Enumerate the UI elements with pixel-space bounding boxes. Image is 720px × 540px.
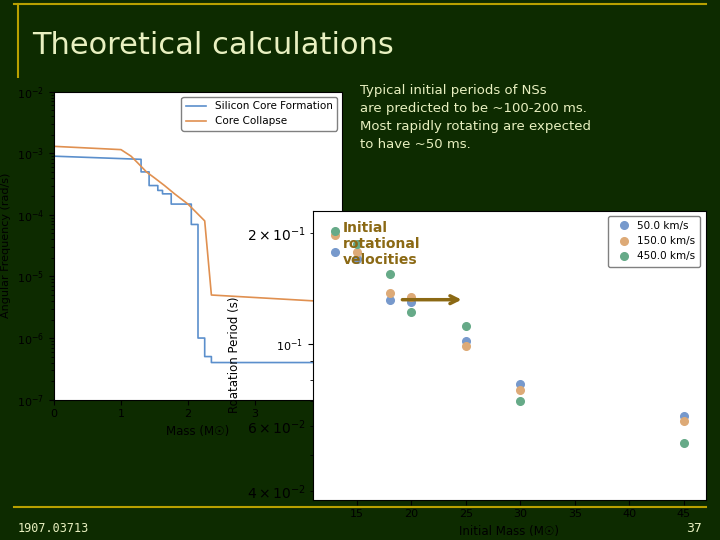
Silicon Core Formation [137,168,145,175]
Silicon Core Formation [145,168,153,175]
Core Collapse [184,201,192,207]
150.0 km/s [407,294,415,301]
Core Collapse [142,168,150,175]
Core Collapse [311,298,320,304]
Core Collapse [160,183,168,189]
Core Collapse [133,160,142,166]
50.0 km/s [680,413,688,419]
Line: Silicon Core Formation: Silicon Core Formation [54,156,342,400]
Text: Theoretical calculations: Theoretical calculations [32,31,394,60]
450.0 km/s [385,271,394,277]
Core Collapse [170,191,179,197]
Core Collapse [127,153,135,159]
X-axis label: Mass (M☉): Mass (M☉) [166,425,230,438]
Core Collapse [207,292,216,298]
Core Collapse [160,183,168,189]
450.0 km/s [516,398,525,404]
Core Collapse [142,168,150,175]
150.0 km/s [516,387,525,394]
Core Collapse [324,301,333,308]
Core Collapse [207,292,216,298]
450.0 km/s [680,440,688,447]
Text: Initial
rotational
velocities: Initial rotational velocities [343,221,420,267]
Silicon Core Formation [328,359,336,366]
50.0 km/s [385,296,394,303]
Core Collapse [324,301,333,308]
Line: 150.0 km/s: 150.0 km/s [331,232,688,425]
Core Collapse [127,153,135,159]
450.0 km/s [353,240,361,247]
150.0 km/s [680,418,688,424]
Core Collapse [133,160,142,166]
Core Collapse [311,298,320,304]
150.0 km/s [462,342,470,349]
450.0 km/s [462,323,470,329]
Silicon Core Formation [137,156,145,163]
Silicon Core Formation [158,191,167,197]
Line: 450.0 km/s: 450.0 km/s [331,227,688,447]
Core Collapse [150,174,159,181]
50.0 km/s [330,248,339,255]
Line: Core Collapse: Core Collapse [54,146,342,400]
Core Collapse [334,316,343,323]
Line: 50.0 km/s: 50.0 km/s [331,248,688,420]
Silicon Core Formation [153,183,162,189]
Silicon Core Formation [187,201,196,207]
Silicon Core Formation [200,353,209,360]
150.0 km/s [385,289,394,296]
Y-axis label: Angular Frequency (rad/s): Angular Frequency (rad/s) [1,173,12,319]
Silicon Core Formation [50,153,58,159]
Silicon Core Formation [153,187,162,194]
X-axis label: Initial Mass (M☉): Initial Mass (M☉) [459,525,559,538]
Silicon Core Formation [207,353,216,360]
Silicon Core Formation [158,187,167,194]
Core Collapse [170,191,179,197]
Core Collapse [117,146,125,153]
Silicon Core Formation [167,191,176,197]
Silicon Core Formation [194,221,202,228]
Text: 1907.03713: 1907.03713 [18,522,89,535]
Y-axis label: Roatation Period (s): Roatation Period (s) [228,297,241,413]
Legend: 50.0 km/s, 150.0 km/s, 450.0 km/s: 50.0 km/s, 150.0 km/s, 450.0 km/s [608,216,701,267]
450.0 km/s [407,309,415,315]
50.0 km/s [407,299,415,306]
Core Collapse [200,218,209,224]
50.0 km/s [516,381,525,387]
Core Collapse [334,316,343,323]
Core Collapse [150,174,159,181]
Silicon Core Formation [200,335,209,341]
Core Collapse [200,218,209,224]
Core Collapse [184,201,192,207]
150.0 km/s [353,248,361,255]
Silicon Core Formation [207,359,216,366]
150.0 km/s [330,232,339,239]
Silicon Core Formation [328,396,336,403]
Text: 37: 37 [686,522,702,535]
450.0 km/s [330,228,339,235]
Silicon Core Formation [145,183,153,189]
Silicon Core Formation [167,201,176,207]
Core Collapse [117,146,125,153]
50.0 km/s [462,338,470,345]
Silicon Core Formation [194,335,202,341]
Text: Typical initial periods of NSs
are predicted to be ~100-200 ms.
Most rapidly rot: Typical initial periods of NSs are predi… [360,84,591,151]
Silicon Core Formation [187,221,196,228]
Core Collapse [50,143,58,150]
Legend: Silicon Core Formation, Core Collapse: Silicon Core Formation, Core Collapse [181,97,337,131]
Core Collapse [338,396,346,403]
Silicon Core Formation [338,396,346,403]
50.0 km/s [353,256,361,262]
